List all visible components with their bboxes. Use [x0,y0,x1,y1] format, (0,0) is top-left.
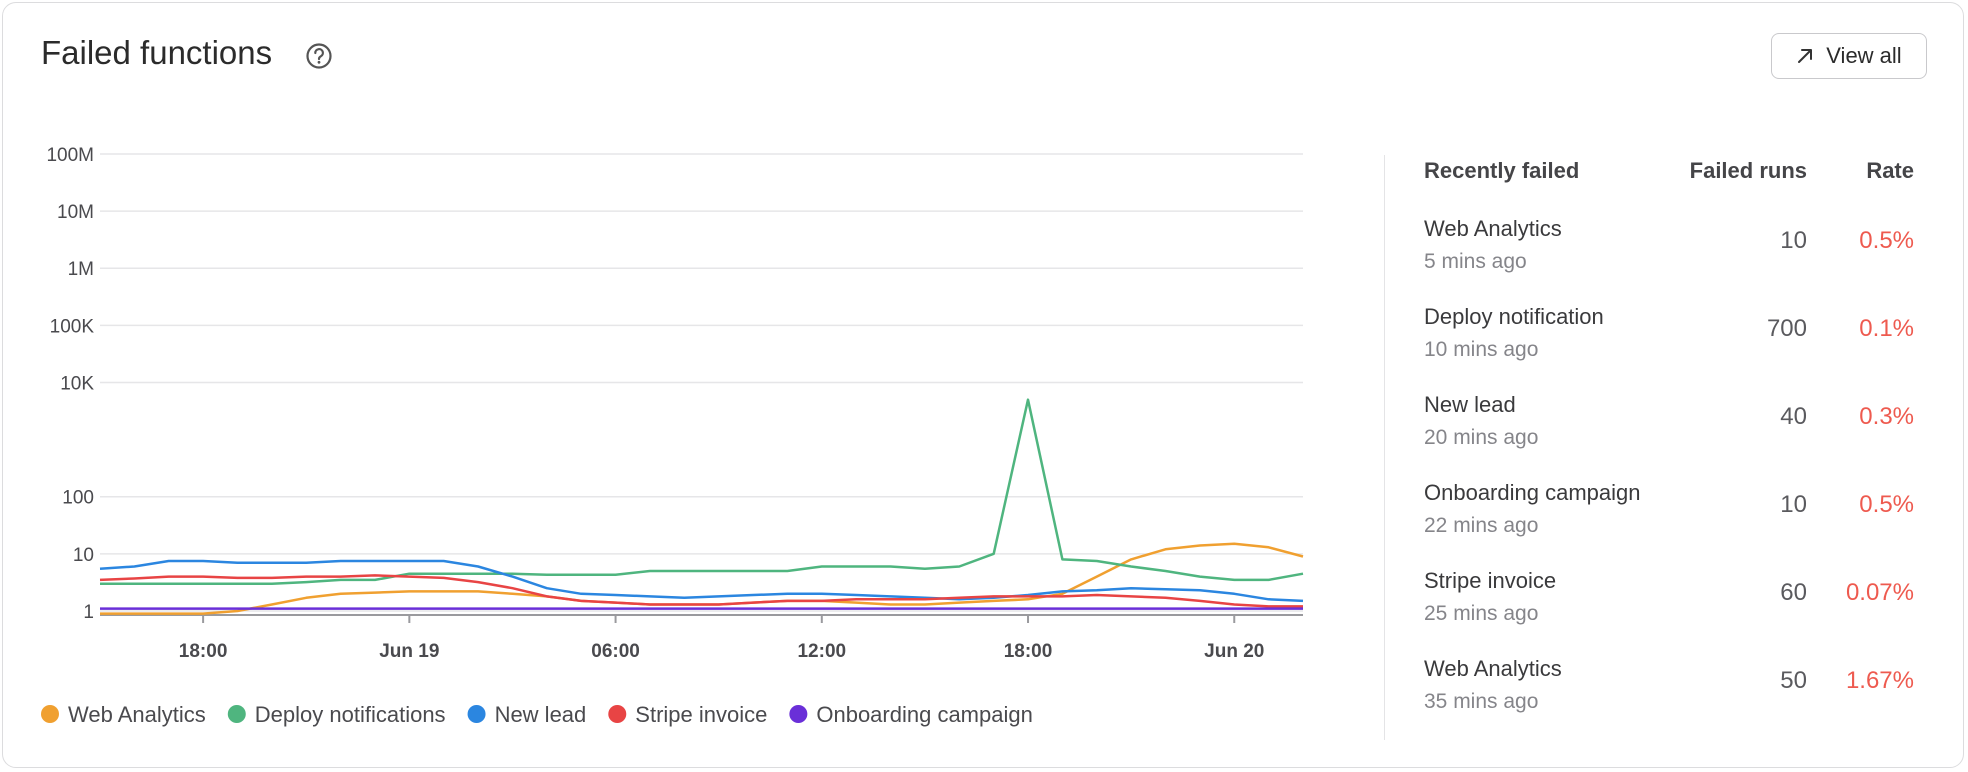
column-header: Recently failed [1424,158,1580,183]
failed-runs: 40 [1780,403,1807,430]
x-tick-label: 18:00 [179,641,228,662]
x-tick-label: Jun 20 [1204,641,1264,662]
failure-rate: 0.1% [1859,315,1914,342]
legend-label: New lead [495,702,587,727]
column-header: Rate [1866,158,1914,183]
function-name: Web Analytics [1424,216,1562,241]
failure-rate: 0.5% [1859,227,1914,254]
x-tick-label: 12:00 [797,641,846,662]
y-tick-label: 10K [60,373,94,394]
x-tick-label: 06:00 [591,641,640,662]
legend-dot [227,705,246,723]
failure-rate: 0.5% [1859,491,1914,518]
legend-label: Web Analytics [68,702,206,727]
function-name: Onboarding campaign [1424,480,1641,505]
arrow-icon [1798,49,1813,63]
view-all-button[interactable]: View all [1771,33,1927,79]
failed-time: 35 mins ago [1424,690,1539,713]
failure-rate: 0.3% [1859,403,1914,430]
y-tick-label: 1 [83,602,94,623]
y-tick-label: 100 [62,488,94,509]
y-tick-label: 10 [73,545,94,566]
title: Failed functions [41,34,273,71]
legend-dot [789,705,808,723]
column-header: Failed runs [1689,158,1807,183]
y-tick-label: 100M [46,145,94,166]
failed-time: 22 mins ago [1424,514,1539,537]
function-name: Stripe invoice [1424,568,1557,593]
legend-dot [467,705,486,723]
x-tick-label: 18:00 [1004,641,1053,662]
series-line [99,559,1304,603]
y-tick-label: 10M [57,202,94,223]
series-line [99,574,1303,608]
failed-runs: 700 [1766,315,1807,342]
series-line [100,398,1304,585]
function-name: Web Analytics [1424,656,1562,681]
failed-runs: 10 [1780,491,1807,518]
legend-label: Stripe invoice [635,702,767,727]
function-name: Deploy notification [1424,304,1604,329]
failed-time: 25 mins ago [1424,602,1539,625]
legend-label: Onboarding campaign [816,702,1032,727]
failed-time: 5 mins ago [1424,250,1527,273]
help-icon[interactable] [305,42,333,70]
legend-label: Deploy notifications [255,702,446,727]
function-name: New lead [1424,392,1516,417]
x-tick-label: Jun 19 [379,641,439,662]
y-tick-label: 100K [50,316,95,337]
chart: 1 10 100 10K 100K 1M 10M 100M 18:00 Jun 19 06:00 12… [41,145,1304,727]
failed-time: 10 mins ago [1424,338,1539,361]
legend-dot [608,705,627,723]
divider [1384,155,1385,740]
failed-time: 20 mins ago [1424,426,1539,449]
y-tick-label: 1M [68,259,94,280]
failed-runs: 60 [1780,579,1807,606]
failure-rate: 0.07% [1845,579,1914,606]
legend-dot [41,705,59,723]
failed-runs: 50 [1780,667,1807,694]
button-label: View all [1826,43,1902,68]
failure-rate: 1.67% [1845,667,1914,694]
failed-runs: 10 [1780,227,1807,254]
